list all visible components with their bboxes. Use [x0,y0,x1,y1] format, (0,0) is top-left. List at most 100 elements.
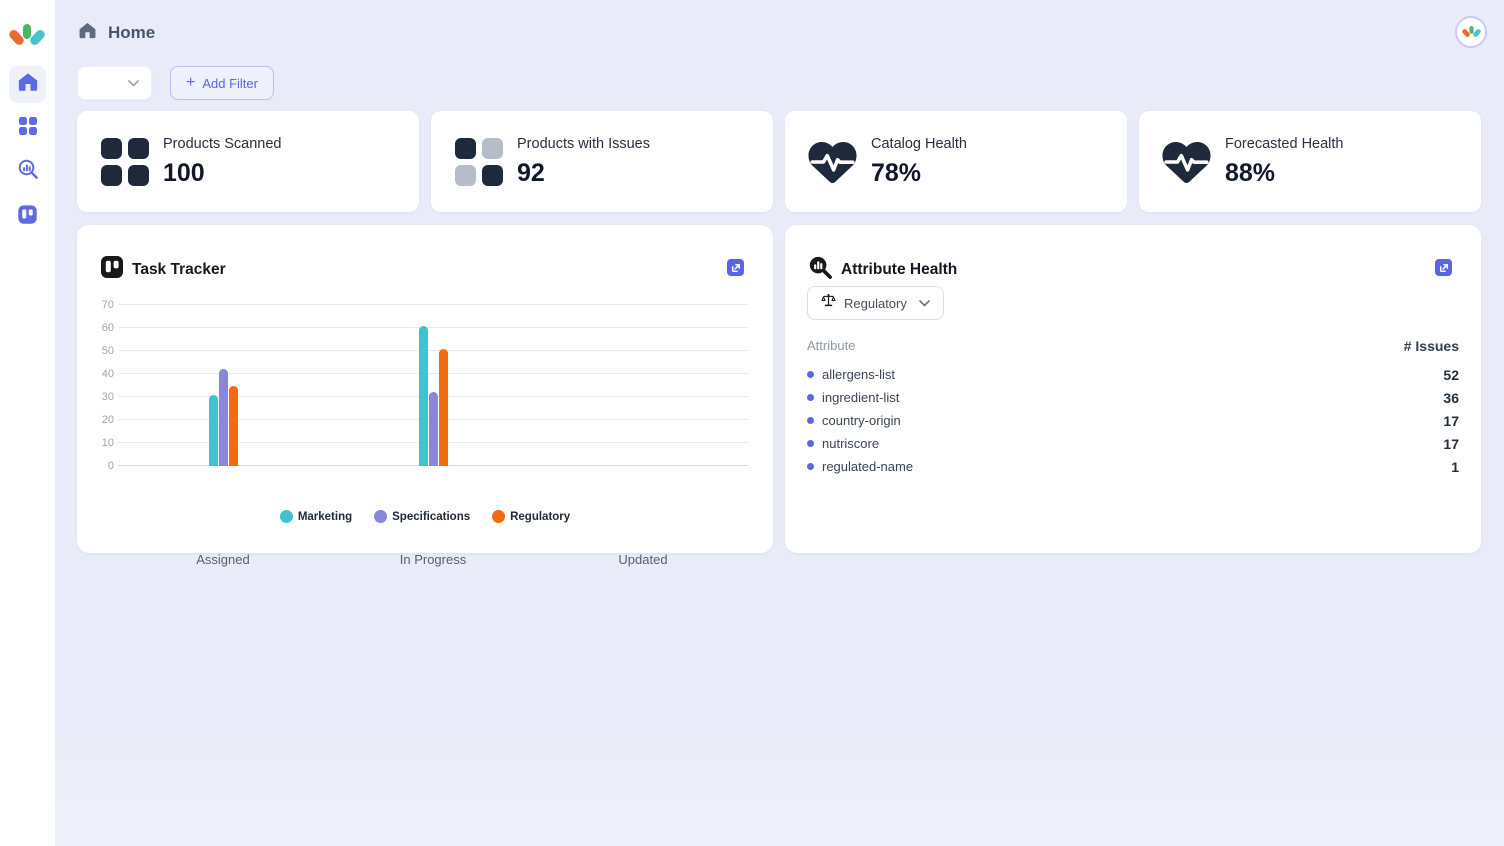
attribute-health-panel: Attribute Health Regulatory [785,225,1481,553]
y-axis-tick: 0 [107,460,114,472]
bullet-icon [807,394,814,401]
attribute-name: allergens-list [807,367,895,382]
brand-badge[interactable] [1455,16,1487,48]
expand-attribute-health-button[interactable] [1435,259,1452,276]
home-breadcrumb-icon [78,21,97,45]
gridline [118,373,748,374]
legend-dot-icon [492,510,506,523]
search-chart-icon [17,158,39,185]
task-tracker-panel: Task Tracker 0 10 20 30 40 50 60 70 Assigned In P… [77,225,773,567]
legend-dot-icon [279,510,293,523]
filter-select[interactable] [77,66,152,100]
stat-label: Products Scanned [163,135,282,152]
bar-regulatory-assigned [228,385,238,466]
y-axis-tick: 30 [101,391,114,403]
y-axis-tick: 40 [101,368,114,380]
issue-count: 17 [1443,412,1459,429]
scale-icon [821,293,836,313]
stat-value: 92 [517,158,545,187]
legend-item-marketing: Marketing [279,510,353,523]
heart-pulse-icon [1162,138,1211,186]
y-axis-tick: 70 [101,299,114,311]
x-axis-label: Updated [618,552,668,567]
bullet-icon [807,440,814,447]
bar-specifications-in-progress [428,392,438,466]
stat-card-products-with-issues: Products with Issues 92 [431,111,773,212]
stat-card-catalog-health: Catalog Health 78% [785,111,1127,212]
kanban-icon [17,204,38,230]
legend-label: Regulatory [510,510,571,523]
issue-count: 52 [1443,366,1459,383]
stat-card-products-scanned: Products Scanned 100 [77,111,419,212]
issue-count: 36 [1443,389,1459,406]
gridline [118,304,748,305]
bar-regulatory-in-progress [438,348,448,466]
bar-marketing-in-progress [418,325,428,466]
x-axis-label: In Progress [399,552,467,567]
sidebar [0,0,55,846]
stat-label: Products with Issues [517,135,650,152]
main-content: Home + Add Filter Products Scanned 100 [55,0,1504,846]
attribute-name: regulated-name [807,459,913,474]
y-axis-tick: 10 [101,437,114,449]
attribute-row: regulated-name 1 [807,455,1459,478]
bullet-icon [807,463,814,470]
stat-value: 88% [1225,158,1276,187]
stat-card-forecasted-health: Forecasted Health 88% [1139,111,1481,212]
task-tracker-chart: 0 10 20 30 40 50 60 70 Assigned In Progress Update… [102,299,748,567]
attribute-name: ingredient-list [807,390,899,405]
stat-value: 78% [871,158,922,187]
y-axis-tick: 50 [101,345,114,357]
brand-logo-icon [1461,25,1482,39]
chevron-down-icon [128,74,139,92]
bullet-icon [807,371,814,378]
page-title: Home [108,23,156,42]
issue-count: 1 [1451,458,1459,475]
stat-label: Forecasted Health [1225,135,1344,152]
chevron-down-icon [919,294,930,312]
task-tracker-icon [100,255,124,284]
sidebar-item-insights[interactable] [9,153,46,190]
dropdown-selected-value: Regulatory [844,295,907,311]
sidebar-item-board[interactable] [9,198,46,235]
issue-count: 17 [1443,435,1459,452]
panel-title: Task Tracker [132,260,226,278]
stat-label: Catalog Health [871,135,967,152]
legend-label: Specifications [392,510,471,523]
grid-icon [18,116,38,141]
plus-icon: + [186,74,196,91]
legend-item-regulatory: Regulatory [492,510,570,523]
y-axis-tick: 60 [101,322,114,334]
legend-item-specifications: Specifications [374,510,470,523]
attribute-row: nutriscore 17 [807,432,1459,455]
attribute-health-icon [808,255,833,285]
legend-dot-icon [374,510,388,523]
gridline [118,327,748,328]
sidebar-item-apps[interactable] [9,110,46,147]
heart-pulse-icon [808,138,857,186]
breadcrumb: Home [78,21,155,45]
legend-label: Marketing [297,510,353,523]
chart-legend: Marketing Specifications Regulatory [77,510,773,523]
add-filter-button[interactable]: + Add Filter [170,66,274,100]
y-axis-tick: 20 [101,414,114,426]
expand-task-tracker-button[interactable] [727,259,744,276]
grid-squares-dark-icon [100,137,149,186]
attribute-name: country-origin [807,413,901,428]
stat-value: 100 [163,158,205,187]
bullet-icon [807,417,814,424]
column-header-attribute: Attribute [807,338,856,353]
attribute-row: allergens-list 52 [807,363,1459,386]
column-header-issues: # Issues [1403,337,1459,354]
attribute-row: ingredient-list 36 [807,386,1459,409]
attribute-name: nutriscore [807,436,879,451]
home-icon [17,71,39,98]
sidebar-item-home[interactable] [9,66,46,103]
attribute-category-dropdown[interactable]: Regulatory [807,286,944,320]
panel-title: Attribute Health [841,261,958,278]
gridline [118,350,748,351]
attribute-row: country-origin 17 [807,409,1459,432]
bar-marketing-assigned [208,394,218,466]
bar-specifications-assigned [218,369,228,466]
brand-logo-icon [7,23,47,50]
